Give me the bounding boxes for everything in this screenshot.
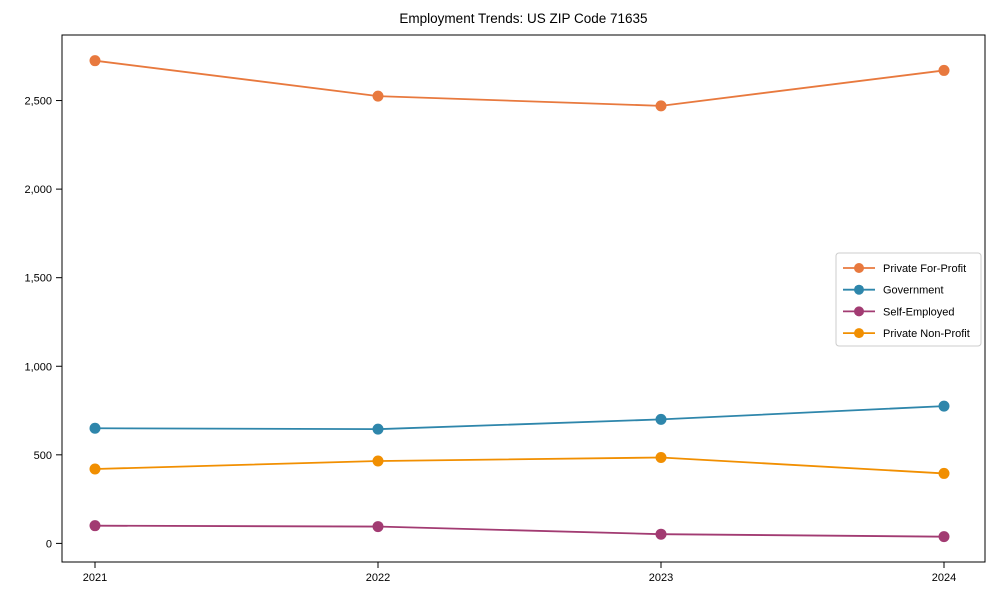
legend-label-government: Government: [883, 285, 944, 297]
plot-border: [61, 34, 986, 563]
legend-marker-self-employed: [854, 306, 864, 317]
data-point-private-non-profit-2021: [89, 463, 101, 475]
y-tick-label: 1,500: [24, 273, 52, 285]
series-line-private-for-profit: [94, 59, 945, 107]
legend-marker-private-for-profit: [854, 263, 864, 273]
data-point-private-for-profit-2022: [372, 90, 384, 102]
y-tick-label: 2,000: [24, 184, 52, 196]
legend-marker-government: [854, 284, 864, 295]
x-tick-label: 2023: [649, 572, 673, 584]
y-tick-label: 500: [34, 450, 52, 462]
chart-title: Employment Trends: US ZIP Code 71635: [399, 11, 648, 26]
data-point-government-2023: [655, 413, 667, 425]
legend-marker-private-non-profit: [854, 328, 864, 339]
legend-label-private-non-profit: Private Non-Profit: [883, 328, 970, 340]
series-line-private-non-profit: [94, 456, 945, 475]
data-point-government-2022: [372, 423, 384, 435]
data-point-private-non-profit-2022: [372, 455, 384, 467]
y-tick-label: 1,000: [24, 361, 52, 373]
x-tick-label: 2021: [83, 572, 107, 584]
y-tick-label: 0: [46, 538, 52, 550]
data-point-private-for-profit-2024: [938, 64, 950, 76]
data-point-self-employed-2022: [372, 521, 384, 533]
series-line-self-employed: [94, 524, 945, 538]
data-point-private-for-profit-2023: [655, 100, 667, 112]
data-point-government-2021: [89, 422, 101, 434]
y-tick-label: 2,500: [24, 96, 52, 108]
data-point-private-non-profit-2023: [655, 451, 667, 463]
data-point-government-2024: [938, 400, 950, 412]
data-point-self-employed-2024: [938, 531, 950, 543]
data-point-self-employed-2021: [89, 520, 101, 532]
data-point-private-for-profit-2021: [89, 55, 101, 67]
legend-label-self-employed: Self-Employed: [883, 306, 955, 318]
legend-box: [835, 252, 982, 347]
x-tick-label: 2022: [366, 572, 390, 584]
data-point-self-employed-2023: [655, 528, 667, 540]
legend-label-private-for-profit: Private For-Profit: [883, 263, 966, 275]
x-tick-label: 2024: [932, 572, 956, 584]
series-line-government: [94, 405, 945, 431]
data-point-private-non-profit-2024: [938, 467, 950, 479]
